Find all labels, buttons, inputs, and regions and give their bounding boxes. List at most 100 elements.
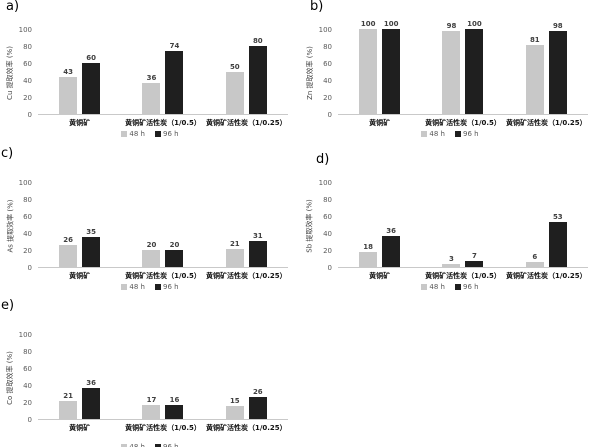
- bar-group: 43 60: [38, 30, 121, 114]
- bar-group: 20 20: [121, 183, 204, 267]
- category-label: 黄铜矿活性炭（1/0.5）: [425, 272, 501, 280]
- y-tick-label: 40: [23, 77, 32, 85]
- panel-label-d: d): [316, 152, 330, 167]
- legend-item: 96 h: [455, 283, 479, 291]
- legend-item: 96 h: [455, 130, 479, 138]
- category-label: 黄铜矿活性炭（1/0.25）: [505, 119, 587, 127]
- y-tick-label: 60: [323, 60, 332, 68]
- category-label: 黄铜矿活性炭（1/0.5）: [425, 119, 501, 127]
- bar-96h: [248, 240, 267, 267]
- bar-96h: [548, 30, 567, 114]
- y-tick-label: 20: [323, 247, 332, 255]
- chart-b: Zn 提取效率 (%) 0 20 40 60 80 100 100 100 98 100 81 98 黄铜…: [300, 20, 600, 148]
- x-axis-labels: 黄铜矿 黄铜矿活性炭（1/0.5） 黄铜矿活性炭（1/0.25）: [38, 118, 288, 128]
- legend-swatch-icon: [121, 284, 128, 290]
- chart-d: Sb 提取效率 (%) 0 20 40 60 80 100 18 36 3 7 6 53 黄铜矿 黄铜矿活性…: [300, 175, 600, 301]
- data-label: 17: [146, 395, 157, 404]
- bar-48h: [442, 30, 461, 114]
- bar-with-label: 98: [442, 21, 461, 114]
- y-tick-label: 0: [27, 111, 32, 119]
- y-tick-label: 20: [23, 247, 32, 255]
- legend-swatch-icon: [421, 284, 428, 290]
- legend-item: 48 h: [121, 443, 145, 447]
- data-label: 20: [146, 241, 157, 249]
- bar-with-label: 26: [59, 235, 78, 267]
- bar-with-label: 100: [382, 20, 401, 114]
- chart-panel-a: a) Cu 提取效率 (%) 0 20 40 60 80 100 43 60 36 74 50 80 黄铜矿…: [0, 0, 300, 145]
- bar-48h: [225, 406, 244, 419]
- data-label: 53: [552, 212, 563, 221]
- panel-label-b: b): [310, 0, 324, 14]
- bar-48h: [442, 264, 461, 267]
- data-label: 31: [252, 231, 263, 240]
- panel-label-e: e): [1, 298, 15, 313]
- legend: 48 h 96 h: [0, 443, 300, 447]
- legend-item: 48 h: [421, 283, 445, 291]
- y-tick-label: 100: [18, 26, 32, 34]
- y-tick-label: 0: [327, 111, 332, 119]
- legend-swatch-icon: [121, 444, 128, 447]
- legend-item: 96 h: [155, 283, 179, 291]
- legend-swatch-icon: [155, 284, 161, 290]
- data-label: 100: [383, 20, 399, 28]
- data-label: 18: [363, 242, 374, 251]
- y-tick-label: 60: [323, 213, 332, 221]
- y-tick-label: 100: [318, 26, 332, 34]
- x-axis-labels: 黄铜矿 黄铜矿活性炭（1/0.5） 黄铜矿活性炭（1/0.25）: [338, 271, 588, 281]
- legend: 48 h 96 h: [0, 283, 300, 291]
- bar-group: 21 31: [205, 183, 288, 267]
- legend-label: 96 h: [163, 283, 179, 291]
- chart-a: Cu 提取效率 (%) 0 20 40 60 80 100 43 60 36 74 50 80 黄铜矿 黄铜…: [0, 22, 300, 148]
- y-tick-label: 40: [323, 77, 332, 85]
- bar-with-label: 36: [82, 379, 101, 419]
- plot-area: 21 36 17 16 15 26: [38, 335, 288, 420]
- bar-with-label: 53: [548, 212, 567, 267]
- bar-with-label: 100: [359, 20, 378, 114]
- bar-group: 18 36: [338, 183, 421, 267]
- bar-48h: [142, 83, 161, 114]
- data-label: 36: [146, 74, 157, 83]
- data-label: 35: [86, 228, 97, 237]
- legend: 48 h 96 h: [300, 283, 600, 291]
- bar-with-label: 43: [59, 68, 78, 114]
- data-label: 26: [63, 235, 74, 244]
- category-label: 黄铜矿活性炭（1/0.5）: [125, 272, 201, 280]
- y-tick-label: 40: [323, 230, 332, 238]
- x-axis-labels: 黄铜矿 黄铜矿活性炭（1/0.5） 黄铜矿活性炭（1/0.25）: [338, 118, 588, 128]
- bar-with-label: 60: [82, 54, 101, 114]
- bar-48h: [225, 71, 244, 114]
- bar-96h: [248, 396, 267, 419]
- legend-label: 48 h: [429, 130, 445, 138]
- x-axis-labels: 黄铜矿 黄铜矿活性炭（1/0.5） 黄铜矿活性炭（1/0.25）: [38, 271, 288, 281]
- bar-with-label: 81: [525, 36, 544, 114]
- y-axis-title: Co 提取效率 (%): [6, 350, 15, 405]
- data-label: 100: [467, 20, 482, 28]
- bar-group: 6 53: [505, 183, 588, 267]
- bar-group: 21 36: [38, 335, 121, 419]
- bar-48h: [525, 261, 544, 267]
- chart-panel-d: d) Sb 提取效率 (%) 0 20 40 60 80 100 18 36 3 7 6 53 黄铜矿 黄铜矿…: [300, 145, 600, 293]
- plot-area: 43 60 36 74 50 80: [38, 30, 288, 115]
- data-label: 98: [446, 21, 457, 30]
- legend-label: 48 h: [129, 130, 145, 138]
- bar-96h: [382, 236, 401, 267]
- bar-48h: [142, 250, 161, 267]
- y-axis-title: Sb 提取效率 (%): [306, 198, 315, 253]
- data-label: 60: [86, 54, 97, 62]
- bar-with-label: 3: [442, 255, 461, 267]
- category-label: 黄铜矿活性炭（1/0.25）: [505, 272, 587, 280]
- bar-48h: [59, 244, 78, 267]
- legend-swatch-icon: [455, 131, 461, 137]
- y-axis-title: As 提取效率 (%): [6, 199, 14, 252]
- y-axis-title: Cu 提取效率 (%): [6, 45, 15, 100]
- data-label: 74: [169, 42, 180, 51]
- legend-label: 96 h: [163, 443, 179, 447]
- bar-group: 26 35: [38, 183, 121, 267]
- plot-area: 26 35 20 20 21 31: [38, 183, 288, 268]
- bar-48h: [525, 45, 544, 114]
- bar-48h: [225, 249, 244, 267]
- bar-with-label: 98: [548, 22, 567, 114]
- data-label: 26: [252, 387, 263, 396]
- bar-96h: [82, 388, 101, 419]
